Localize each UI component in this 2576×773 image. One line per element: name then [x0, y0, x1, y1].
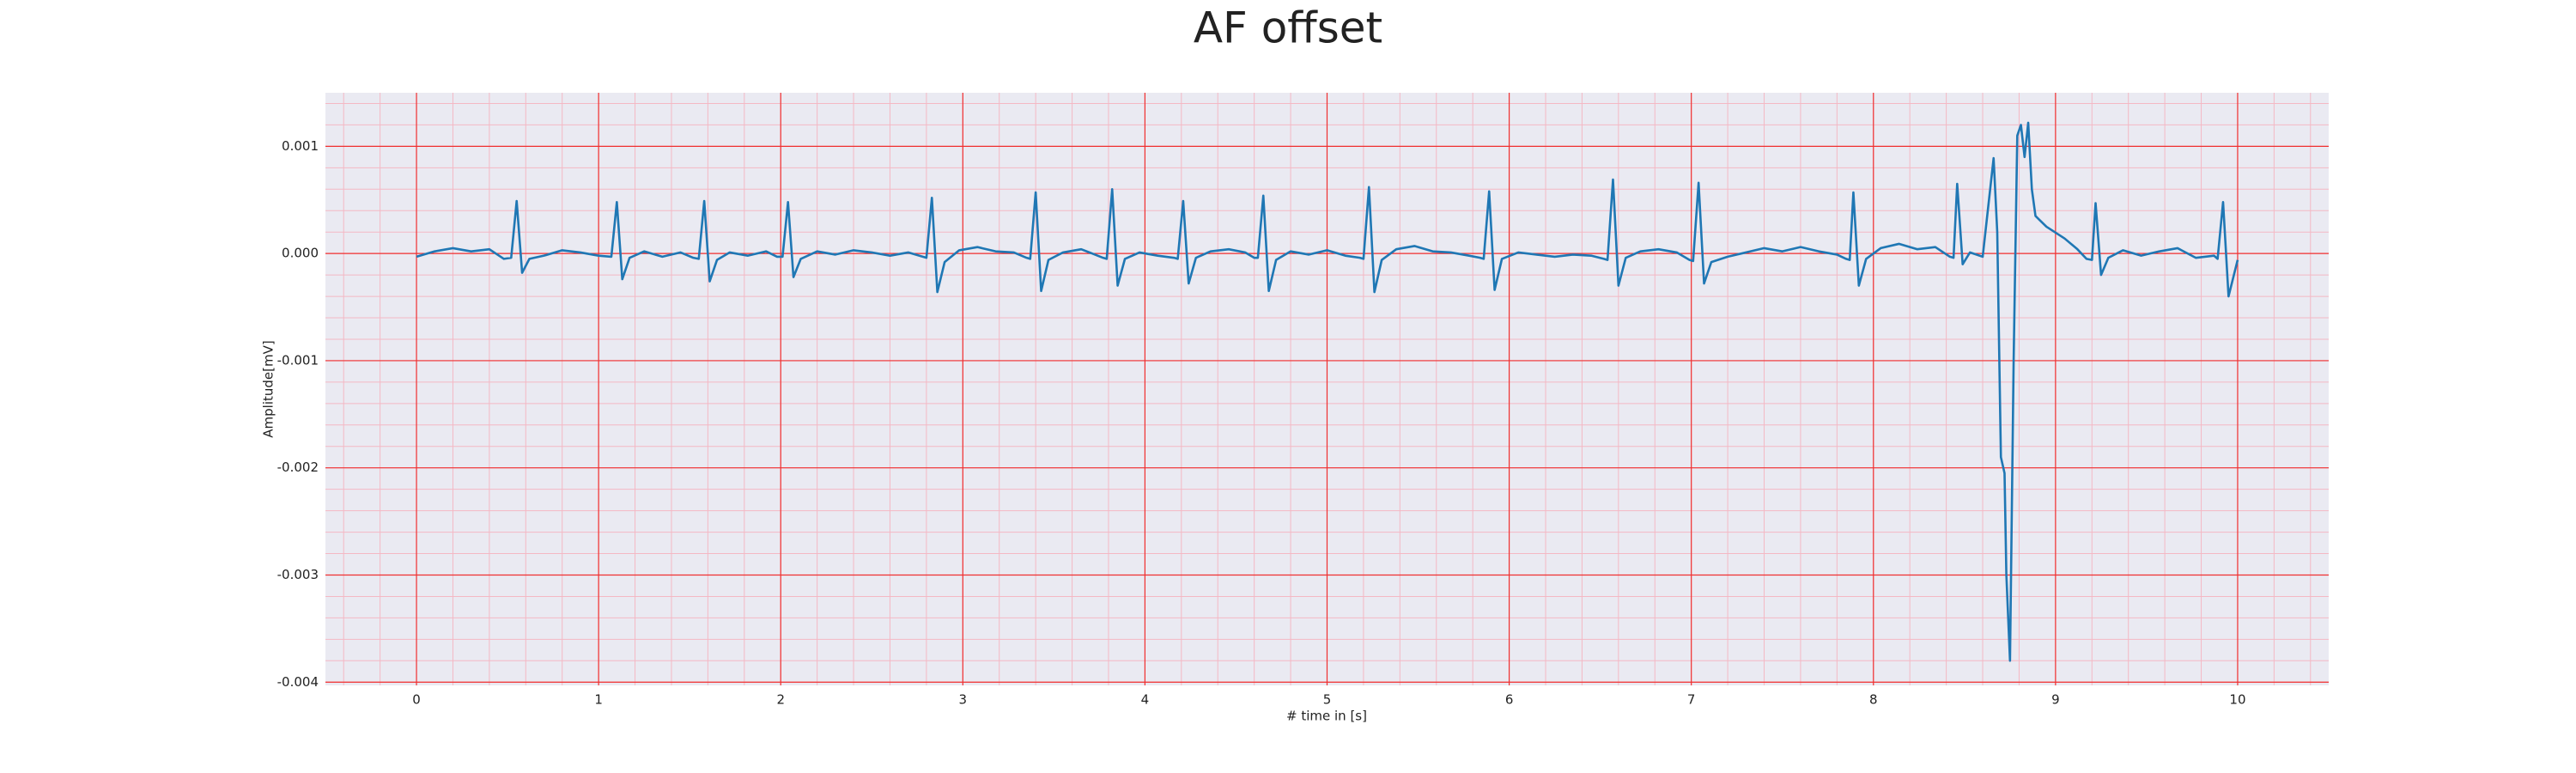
x-tick-label: 0 [412, 692, 421, 708]
signal-line [416, 121, 2239, 662]
x-tick-label: 4 [1141, 692, 1150, 708]
x-tick-label: 6 [1505, 692, 1514, 708]
x-tick-label: 10 [2229, 692, 2245, 708]
y-tick-label: 0.001 [282, 138, 319, 154]
y-tick-label: -0.003 [277, 567, 319, 582]
x-tick-label: 7 [1687, 692, 1696, 708]
major-grid [325, 93, 2329, 685]
chart-title: AF offset [1194, 3, 1382, 53]
y-tick-label: -0.004 [277, 674, 319, 690]
x-tick-label: 5 [1323, 692, 1332, 708]
x-tick-label: 2 [776, 692, 785, 708]
x-tick-label: 1 [594, 692, 603, 708]
x-tick-label: 3 [959, 692, 968, 708]
x-axis-label: # time in [s] [1286, 709, 1367, 724]
y-axis-label: Amplitude[mV] [261, 340, 276, 437]
y-tick-label: -0.002 [277, 460, 319, 475]
y-tick-label: -0.001 [277, 352, 319, 368]
y-tick-label: 0.000 [282, 246, 319, 261]
x-tick-label: 9 [2051, 692, 2060, 708]
x-tick-label: 8 [1869, 692, 1878, 708]
